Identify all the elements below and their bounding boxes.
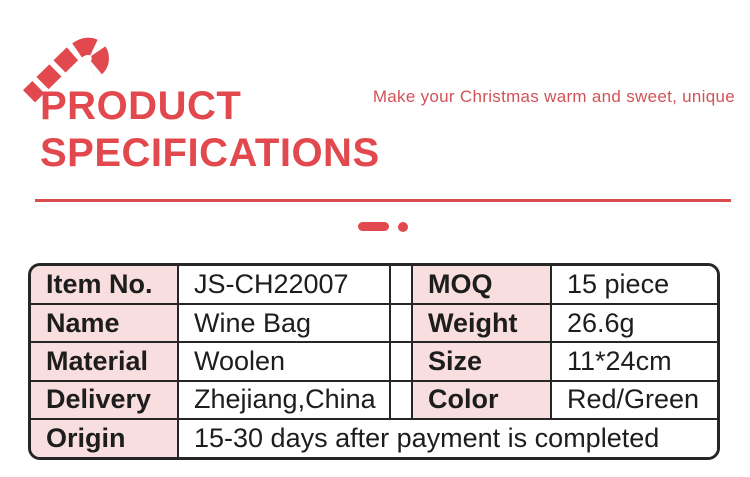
spec-value: 11*24cm [550, 341, 717, 382]
table-row: Delivery Zhejiang,China Color Red/Green [31, 379, 717, 420]
spec-value: 15-30 days after payment is completed [177, 417, 717, 457]
spec-label: MOQ [411, 266, 552, 306]
column-gap [389, 303, 413, 344]
spec-label: Color [411, 379, 552, 420]
page-title-line1: PRODUCT [40, 84, 242, 128]
candy-cane-icon [22, 36, 110, 102]
spec-value: 26.6g [550, 303, 717, 344]
spec-label: Item No. [31, 266, 179, 306]
spec-value: Woolen [177, 341, 391, 382]
divider-dot [398, 222, 408, 232]
column-gap [389, 341, 413, 382]
header-rule [35, 199, 731, 202]
spec-table: Item No. JS-CH22007 MOQ 15 piece Name Wi… [28, 263, 720, 460]
page-title: PRODUCT SPECIFICATIONS [40, 83, 380, 177]
tagline: Make your Christmas warm and sweet, uniq… [372, 87, 735, 106]
spec-value: Red/Green [550, 379, 717, 420]
spec-label: Size [411, 341, 552, 382]
table-row: Material Woolen Size 11*24cm [31, 341, 717, 382]
page-title-line2: SPECIFICATIONS [40, 131, 380, 175]
table-row: Name Wine Bag Weight 26.6g [31, 303, 717, 344]
column-gap [389, 379, 413, 420]
column-gap [389, 266, 413, 306]
spec-label: Weight [411, 303, 552, 344]
spec-label: Origin [31, 417, 179, 457]
spec-value: Zhejiang,China [177, 379, 391, 420]
spec-value: JS-CH22007 [177, 266, 391, 306]
spec-label: Name [31, 303, 179, 344]
spec-label: Delivery [31, 379, 179, 420]
table-row: Item No. JS-CH22007 MOQ 15 piece [31, 266, 717, 306]
spec-value: 15 piece [550, 266, 717, 306]
table-row: Origin 15-30 days after payment is compl… [31, 417, 717, 457]
spec-label: Material [31, 341, 179, 382]
divider-pill [358, 222, 389, 231]
spec-value: Wine Bag [177, 303, 391, 344]
